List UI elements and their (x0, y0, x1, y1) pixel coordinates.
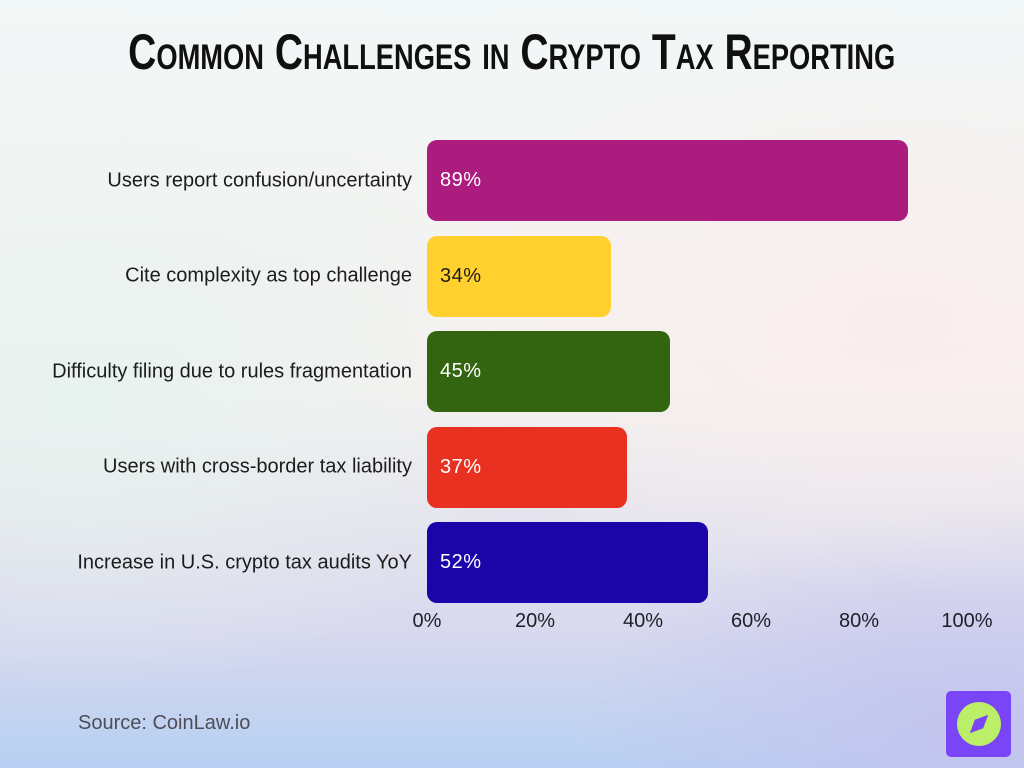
category-label: Users with cross-border tax liability (103, 455, 412, 478)
chart-row: Increase in U.S. crypto tax audits YoY 5… (0, 522, 1024, 604)
category-label: Users report confusion/uncertainty (107, 169, 412, 191)
bar-value-label: 52% (440, 551, 482, 574)
bar: 45% (427, 331, 670, 413)
chart-title: Common Challenges in Crypto Tax Reportin… (128, 24, 896, 80)
x-axis-tick-label: 80% (838, 610, 880, 632)
x-axis-tick-label: 20% (514, 610, 556, 632)
chart-row: Users report confusion/uncertainty 89% (0, 140, 1024, 221)
x-axis: 0% 20% 40% 60% 80% 100% (0, 610, 1024, 638)
category-label: Cite complexity as top challenge (125, 264, 412, 287)
bar: 37% (427, 426, 627, 508)
chart-row: Cite complexity as top challenge 34% (0, 235, 1024, 317)
x-axis-tick-label: 40% (622, 610, 664, 632)
bar: 34% (427, 235, 611, 317)
category-label: Difficulty filing due to rules fragmenta… (52, 360, 412, 383)
chart-row: Users with cross-border tax liability 37… (0, 426, 1024, 508)
compass-icon (956, 702, 1001, 746)
category-label: Increase in U.S. crypto tax audits YoY (77, 551, 412, 574)
bar: 89% (427, 140, 908, 221)
bar-value-label: 89% (440, 169, 482, 191)
x-axis-tick-label: 0% (412, 610, 442, 632)
bar-value-label: 45% (440, 360, 482, 383)
source-credit: Source: CoinLaw.io (78, 712, 251, 734)
bar: 52% (427, 522, 708, 604)
bar-value-label: 37% (440, 455, 482, 478)
x-axis-tick-label: 100% (941, 610, 993, 632)
bar-value-label: 34% (440, 264, 482, 287)
x-axis-tick-label: 60% (730, 610, 772, 632)
chart-row: Difficulty filing due to rules fragmenta… (0, 331, 1024, 413)
brand-logo (946, 691, 1011, 757)
